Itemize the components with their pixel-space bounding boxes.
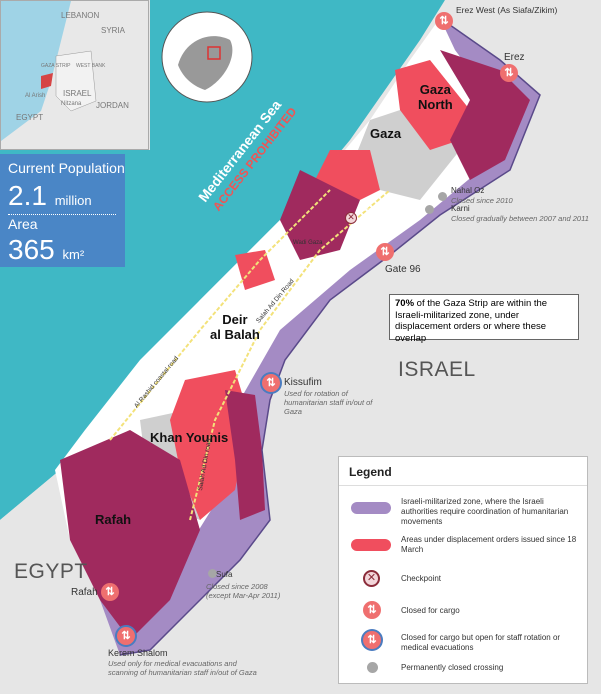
- kissufim-label: Kissufim: [284, 377, 322, 388]
- karni-label: Karni: [451, 204, 470, 213]
- nahal-oz-note: Closed since 2010: [451, 196, 513, 205]
- gaza-label: Gaza: [370, 126, 402, 141]
- erez-west-crossing-icon: ⇅: [435, 12, 453, 30]
- inset-syria-label: SYRIA: [101, 26, 126, 35]
- gaza-north-label: Gaza North: [418, 82, 453, 112]
- erez-crossing-icon: ⇅: [500, 64, 518, 82]
- displacement-north: [395, 60, 470, 150]
- area-unit: km²: [62, 247, 85, 262]
- legend-staff-rotation-label: Closed for cargo but open for staff rota…: [401, 633, 561, 652]
- legend-displacement-label: Areas under displacement orders issued s…: [401, 535, 577, 554]
- area-label: Area: [8, 216, 38, 232]
- egypt-label: EGYPT: [14, 560, 88, 583]
- israel-label: ISRAEL: [398, 358, 476, 381]
- legend-title: Legend: [349, 465, 392, 479]
- karni-crossing-icon: [425, 205, 434, 214]
- inset-al-arish-label: Al Arish: [25, 93, 46, 99]
- kerem-shalom-note: Used only for medical evacuations and sc…: [108, 659, 257, 677]
- sufa-label: Sufa: [216, 570, 233, 579]
- inset-jordan-label: JORDAN: [96, 101, 129, 110]
- legend-permanently-closed-label: Permanently closed crossing: [401, 663, 504, 672]
- inset-lebanon-label: LEBANON: [61, 11, 100, 20]
- inset-nitzana-label: Nitzana: [61, 101, 82, 107]
- population-value: 2.1 million: [8, 180, 92, 211]
- stats-divider: [8, 214, 116, 215]
- sufa-crossing-icon: [208, 569, 217, 578]
- rafah-label: Rafah: [95, 512, 132, 527]
- overlap-rafah: [60, 430, 200, 640]
- khan-younis-label: Khan Younis: [150, 430, 229, 445]
- callout-text: of the Gaza Strip are within the Israeli…: [395, 298, 548, 344]
- militarized-swatch: [351, 502, 391, 514]
- militarized-percent-callout: 70% of the Gaza Strip are within the Isr…: [389, 294, 579, 344]
- karni-note: Closed gradually between 2007 and 2011: [451, 214, 589, 223]
- staff-rotation-icon: ⇅: [363, 631, 381, 649]
- kissufim-note: Used for rotation of humanitarian staff …: [284, 389, 373, 416]
- inset-israel-label: ISRAEL: [63, 89, 92, 98]
- population-unit: million: [54, 193, 92, 208]
- globe-locator: [161, 11, 253, 103]
- salah-checkpoint-icon: ✕: [345, 212, 357, 224]
- inset-west-bank-label: WEST BANK: [76, 63, 106, 69]
- inset-gaza-strip-label: GAZA STRIP: [41, 63, 71, 69]
- rafah-crossing-icon: ⇅: [101, 583, 119, 601]
- mediterranean-sea: [0, 0, 445, 520]
- nahal-oz-label: Nahal Oz: [451, 186, 485, 195]
- overlap-central: [280, 170, 360, 260]
- legend-panel: Legend Israeli-militarized zone, where t…: [338, 456, 588, 684]
- coastal-road: [109, 189, 331, 441]
- overlap-north: [440, 50, 530, 180]
- wadi-gaza-label: Wadi Gaza: [293, 240, 323, 246]
- gate-96-label: Gate 96: [385, 264, 421, 275]
- area-value: 365 km²: [8, 234, 85, 265]
- legend-militarized-label: Israeli-militarized zone, where the Isra…: [401, 497, 569, 526]
- legend-closed-cargo-label: Closed for cargo: [401, 606, 460, 615]
- deir-al-balah-label: Deir al Balah: [210, 312, 260, 342]
- nahal-oz-crossing-icon: [438, 192, 447, 201]
- inset-geography: [1, 1, 97, 141]
- overlap-khan-younis-east: [225, 390, 265, 520]
- displacement-deir: [235, 250, 275, 290]
- salah-ad-din-road: [189, 189, 391, 521]
- egypt-land: [0, 470, 150, 694]
- rafah-crossing-label: Rafah: [71, 587, 98, 598]
- checkpoint-icon: ✕: [363, 570, 380, 587]
- stats-panel: Current Population 2.1 million Area 365 …: [0, 154, 125, 267]
- salah-checkpoint-label: Salah Ad Din checkpoint: [360, 207, 420, 213]
- kerem-shalom-label: Kerem Shalom: [108, 648, 168, 658]
- displacement-swatch: [351, 539, 391, 551]
- regional-inset-map: LEBANON SYRIA GAZA STRIP WEST BANK ISRAE…: [0, 0, 149, 150]
- permanently-closed-icon: [367, 662, 378, 673]
- sufa-note: Closed since 2008 (except Mar-Apr 2011): [206, 582, 281, 600]
- erez-west-label: Erez West (As Siafa/Zikim): [456, 5, 558, 15]
- erez-label: Erez: [504, 52, 525, 63]
- population-label: Current Population: [8, 160, 125, 176]
- legend-checkpoint-label: Checkpoint: [401, 574, 442, 583]
- inset-egypt-label: EGYPT: [16, 113, 44, 122]
- closed-cargo-icon: ⇅: [363, 601, 381, 619]
- kerem-shalom-crossing-icon: ⇅: [117, 627, 135, 645]
- callout-percent: 70%: [395, 298, 415, 309]
- kissufim-crossing-icon: ⇅: [262, 374, 280, 392]
- gate-96-crossing-icon: ⇅: [376, 243, 394, 261]
